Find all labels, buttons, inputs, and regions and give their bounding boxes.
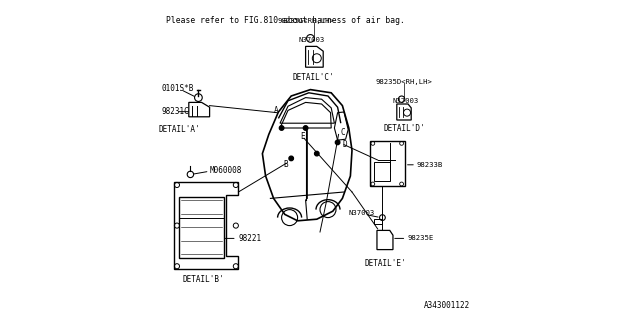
Text: 98231C: 98231C	[161, 107, 189, 116]
Text: B: B	[283, 160, 288, 169]
Text: 0101S*B: 0101S*B	[161, 84, 194, 92]
Text: 98235G<RH,LH>: 98235G<RH,LH>	[277, 18, 334, 24]
Text: D: D	[342, 140, 348, 149]
Circle shape	[280, 126, 284, 130]
Text: N37003: N37003	[298, 37, 324, 43]
Bar	[370, 141, 405, 186]
Text: A343001122: A343001122	[424, 301, 470, 310]
Text: 98235D<RH,LH>: 98235D<RH,LH>	[376, 79, 432, 84]
Text: C: C	[340, 128, 346, 137]
Circle shape	[303, 126, 308, 130]
Text: M060008: M060008	[210, 166, 242, 175]
Bar	[179, 197, 224, 258]
Text: DETAIL'A': DETAIL'A'	[158, 125, 200, 134]
Bar	[374, 162, 390, 181]
Text: DETAIL'E': DETAIL'E'	[365, 260, 406, 268]
Text: 98221: 98221	[239, 234, 262, 243]
Circle shape	[335, 140, 340, 145]
Text: 98235E: 98235E	[407, 236, 433, 241]
Text: DETAIL'D': DETAIL'D'	[383, 124, 425, 133]
Text: N37003: N37003	[349, 210, 375, 216]
Text: N37003: N37003	[393, 98, 419, 104]
Text: Please refer to FIG.810 about harness of air bag.: Please refer to FIG.810 about harness of…	[166, 16, 405, 25]
Text: DETAIL'C': DETAIL'C'	[292, 73, 335, 82]
Text: A: A	[273, 106, 278, 115]
Circle shape	[314, 151, 319, 156]
Text: 98233B: 98233B	[417, 162, 443, 168]
Text: DETAIL'B': DETAIL'B'	[182, 276, 224, 284]
Text: E: E	[300, 132, 305, 140]
Circle shape	[289, 156, 293, 161]
